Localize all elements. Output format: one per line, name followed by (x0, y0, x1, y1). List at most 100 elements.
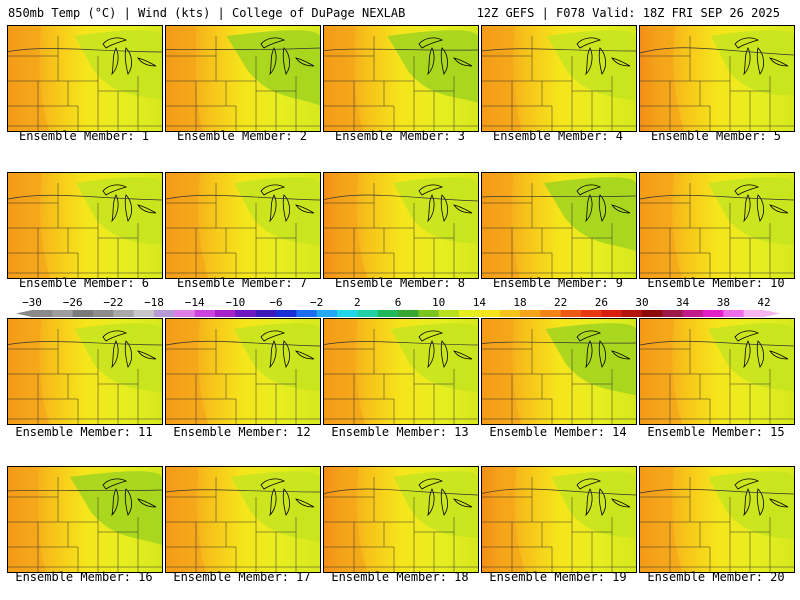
colorbar-cell (32, 310, 53, 317)
warm-air-region (640, 319, 682, 424)
great-lakes-outline (576, 184, 631, 223)
state-borders (482, 36, 636, 131)
state-borders (482, 329, 636, 424)
warm-air-region (324, 319, 365, 424)
warm-air-region (640, 26, 684, 131)
colorbar-arrow-left (16, 310, 32, 317)
ensemble-member-caption: Ensemble Member: 9 (492, 276, 624, 290)
ensemble-member-caption: Ensemble Member: 12 (173, 425, 311, 439)
ensemble-panel (481, 172, 637, 279)
state-borders (166, 477, 320, 572)
colorbar-tick-label: 26 (594, 296, 608, 309)
height-contour (8, 341, 162, 346)
colorbar-cell (276, 310, 297, 317)
great-lakes-outline (576, 330, 631, 369)
height-contour (640, 194, 794, 201)
warm-air-region (482, 319, 521, 424)
ensemble-member-caption: Ensemble Member: 13 (331, 425, 469, 439)
great-lakes-outline (576, 37, 631, 76)
colorbar-cell (93, 310, 114, 317)
height-contour (8, 489, 162, 492)
great-lakes-outline (260, 184, 315, 223)
colorbar-cell (337, 310, 358, 317)
colorbar-cell (703, 310, 724, 317)
colorbar-cell (520, 310, 541, 317)
ensemble-member-caption: Ensemble Member: 19 (489, 570, 627, 584)
colorbar-cell (113, 310, 134, 317)
ensemble-panel (165, 172, 321, 279)
cool-air-region (393, 177, 478, 244)
colorbar-cell (357, 310, 378, 317)
height-contour (8, 194, 162, 201)
state-borders (324, 477, 478, 572)
colorbar-tick-label: 22 (554, 296, 568, 309)
ensemble-panel (165, 318, 321, 425)
ensemble-panel (7, 25, 163, 132)
great-lakes-outline (576, 478, 631, 517)
state-borders (640, 183, 794, 278)
colorbar-cell (662, 310, 683, 317)
state-borders (166, 329, 320, 424)
great-lakes-outline (734, 184, 789, 223)
colorbar-tick-label: 30 (635, 296, 649, 309)
state-borders (8, 329, 162, 424)
cool-air-region (234, 323, 320, 391)
ensemble-member-caption: Ensemble Member: 1 (18, 129, 150, 143)
height-contour (482, 488, 636, 496)
warm-air-region (640, 467, 682, 572)
ensemble-member-caption: Ensemble Member: 16 (15, 570, 153, 584)
great-lakes-outline (102, 184, 157, 223)
state-borders (8, 183, 162, 278)
height-contour (324, 488, 478, 496)
height-contour (166, 340, 320, 347)
ensemble-panel (7, 172, 163, 279)
colorbar-tick-label: −14 (184, 296, 205, 309)
colorbar-cell (174, 310, 195, 317)
warm-air-region (324, 467, 367, 572)
height-contour (324, 194, 478, 202)
great-lakes-outline (418, 330, 473, 369)
colorbar-cell (560, 310, 582, 317)
cool-air-region (711, 30, 794, 96)
great-lakes-outline (260, 37, 315, 76)
cool-air-region (551, 471, 636, 538)
height-contour (324, 48, 478, 51)
great-lakes-outline (734, 478, 789, 517)
state-borders (482, 477, 636, 572)
colorbar-cell (642, 310, 663, 317)
ensemble-panel (481, 318, 637, 425)
colorbar-cell (479, 310, 500, 317)
colorbar-tick-label: −2 (310, 296, 324, 309)
ensemble-panel (639, 318, 795, 425)
colorbar-cell (499, 310, 521, 317)
colorbar-cell (72, 310, 94, 317)
cool-air-region (708, 323, 794, 391)
colorbar-cell (459, 310, 480, 317)
ensemble-panel (323, 318, 479, 425)
ensemble-member-caption: Ensemble Member: 14 (489, 425, 627, 439)
state-borders (324, 36, 478, 131)
warm-air-region (8, 319, 49, 424)
warm-air-region (482, 467, 525, 572)
colorbar-cell (540, 310, 561, 317)
run-valid-time: 12Z GEFS | F078 Valid: 18Z FRI SEP 26 20… (476, 6, 780, 20)
great-lakes-outline (734, 330, 789, 369)
state-borders (324, 183, 478, 278)
colorbar-cell (235, 310, 256, 317)
colorbar-cell (621, 310, 643, 317)
colorbar-cell (682, 310, 704, 317)
ensemble-panel (639, 25, 795, 132)
ensemble-panel (7, 466, 163, 573)
colorbar-tick-label: 14 (472, 296, 486, 309)
height-contour (324, 341, 478, 346)
ensemble-member-caption: Ensemble Member: 3 (334, 129, 466, 143)
colorbar-cell (743, 310, 765, 317)
great-lakes-outline (260, 330, 315, 369)
colorbar-tick-label: 10 (432, 296, 446, 309)
cool-air-region (393, 471, 478, 538)
colorbar-cell (398, 310, 419, 317)
colorbar-cell (601, 310, 622, 317)
warm-air-region (482, 173, 520, 278)
height-contour (166, 194, 320, 201)
warm-air-region (166, 26, 203, 131)
